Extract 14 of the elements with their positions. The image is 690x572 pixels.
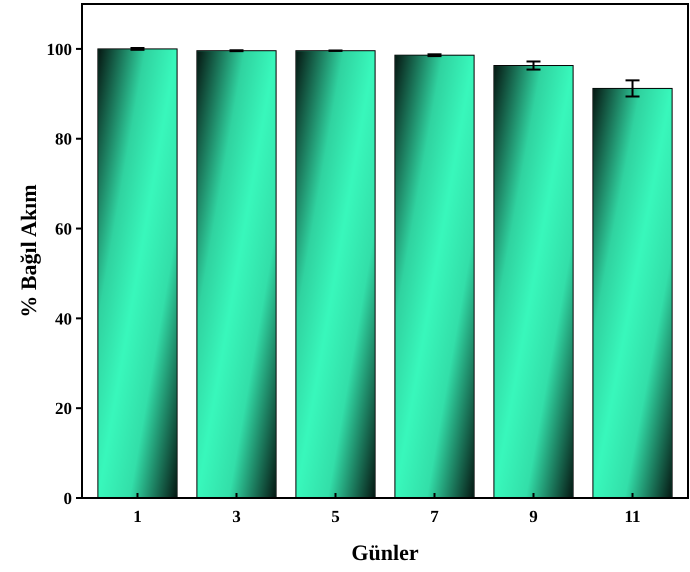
- x-tick-label: 5: [331, 507, 340, 526]
- x-tick-label: 3: [232, 507, 241, 526]
- y-axis-title: % Bağıl Akım: [16, 184, 41, 318]
- y-tick-label: 60: [55, 219, 72, 238]
- y-tick-label: 40: [55, 309, 72, 328]
- x-tick-label: 1: [133, 507, 142, 526]
- x-tick-label: 11: [624, 507, 641, 526]
- y-tick-label: 80: [55, 130, 72, 149]
- x-axis-title: Günler: [351, 540, 419, 565]
- x-tick-label: 9: [529, 507, 538, 526]
- y-tick-label: 20: [55, 399, 72, 418]
- y-tick-label: 100: [46, 40, 72, 59]
- y-tick-label: 0: [64, 488, 72, 508]
- x-tick-label: 7: [430, 507, 440, 526]
